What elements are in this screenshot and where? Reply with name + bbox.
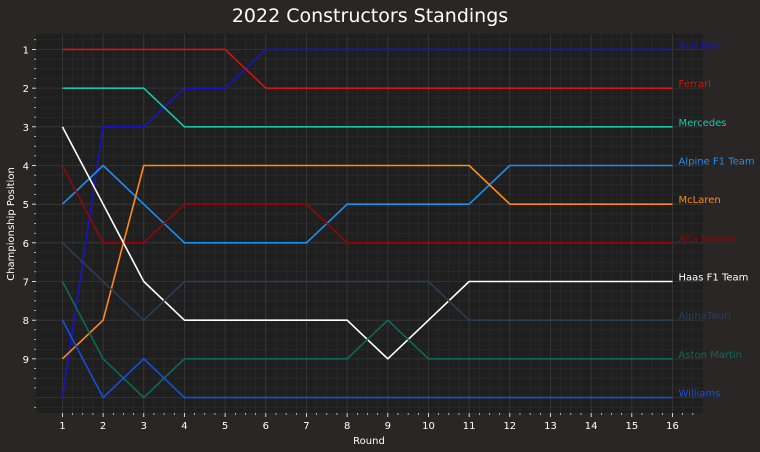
series-label-alpine-f1-team: Alpine F1 Team	[678, 156, 754, 167]
series-label-mercedes: Mercedes	[678, 118, 726, 129]
y-tick-label: 4	[23, 161, 29, 172]
x-tick-label: 14	[585, 421, 598, 432]
y-tick-label: 5	[23, 200, 29, 211]
x-tick-label: 10	[422, 421, 435, 432]
series-label-alfa-romeo: Alfa Romeo	[678, 234, 735, 245]
series-label-mclaren: McLaren	[678, 195, 720, 206]
series-label-alphatauri: AlphaTauri	[678, 311, 730, 322]
x-tick-label: 9	[385, 421, 391, 432]
series-line-williams	[61, 319, 673, 399]
series-label-haas-f1-team: Haas F1 Team	[678, 273, 748, 284]
chart-title: 2022 Constructors Standings	[232, 5, 508, 27]
series-line-mercedes	[62, 87, 673, 128]
y-tick-label: 9	[23, 355, 29, 366]
y-tick-label: 3	[23, 123, 29, 134]
series-label-red-bull: Red Bull	[678, 40, 719, 51]
series-lines	[61, 48, 673, 399]
x-tick-label: 1	[59, 421, 65, 432]
x-tick-label: 8	[344, 421, 350, 432]
x-tick-label: 12	[503, 421, 516, 432]
series-line-alfa-romeo	[61, 165, 673, 244]
x-tick-label: 13	[544, 421, 557, 432]
y-tick-label: 2	[23, 84, 29, 95]
y-tick-label: 1	[23, 45, 29, 56]
y-tick-label: 8	[23, 316, 29, 327]
x-tick-label: 11	[463, 421, 476, 432]
series-label-williams: Williams	[678, 389, 720, 400]
series-line-mclaren	[61, 164, 673, 360]
x-tick-label: 6	[263, 421, 269, 432]
x-tick-label: 5	[222, 421, 228, 432]
x-tick-label: 15	[625, 421, 638, 432]
x-tick-label: 16	[666, 421, 679, 432]
y-tick-label: 7	[23, 278, 29, 289]
y-tick-label: 6	[23, 239, 29, 250]
series-line-ferrari	[62, 48, 673, 89]
x-tick-label: 4	[181, 421, 187, 432]
minor-gridlines	[36, 34, 703, 413]
y-axis-label: Championship Position	[6, 167, 17, 281]
series-label-ferrari: Ferrari	[678, 79, 710, 90]
x-tick-label: 3	[141, 421, 147, 432]
x-tick-label: 2	[100, 421, 106, 432]
series-line-alphatauri	[61, 242, 673, 321]
x-axis-label: Round	[353, 436, 385, 447]
series-end-labels: Red Bull Ferrari Mercedes Alpine F1 Team McL…	[678, 40, 754, 399]
series-label-aston-martin: Aston Martin	[678, 350, 742, 361]
x-tick-label: 7	[303, 421, 309, 432]
